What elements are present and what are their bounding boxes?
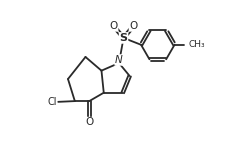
Text: N: N [115,55,123,65]
Text: O: O [109,21,118,31]
Text: CH₃: CH₃ [188,40,205,49]
Text: O: O [129,21,138,31]
Text: Cl: Cl [47,97,57,107]
Text: O: O [85,117,94,127]
Text: S: S [120,33,127,43]
